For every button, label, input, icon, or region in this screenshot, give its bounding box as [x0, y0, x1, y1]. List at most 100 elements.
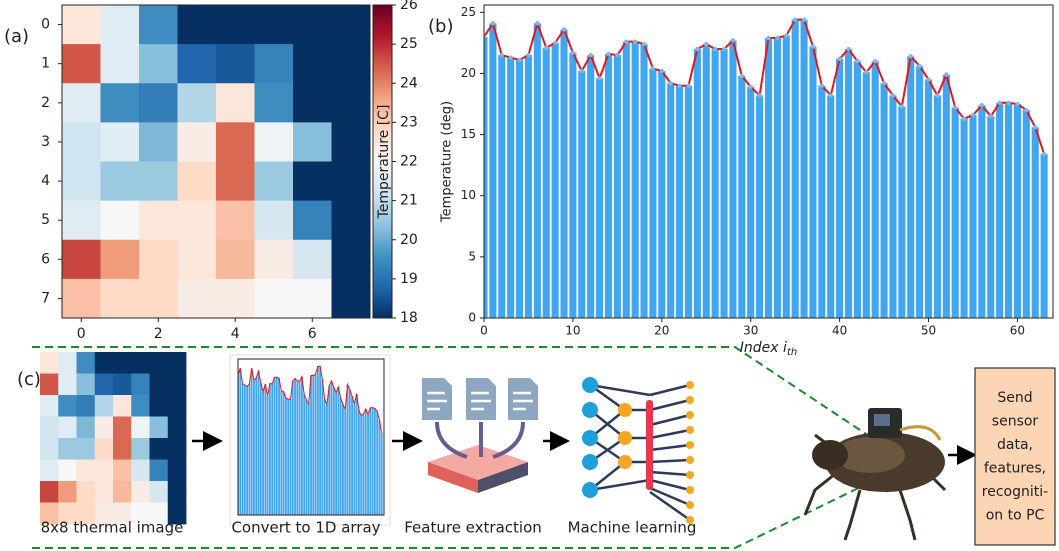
- bar: [344, 409, 347, 515]
- heatmap-cell: [254, 5, 294, 45]
- heatmap-cell: [254, 161, 294, 202]
- point: [890, 93, 896, 98]
- heatmap-cell: [131, 416, 150, 439]
- heatmap-cell: [177, 44, 217, 84]
- bar: [280, 390, 283, 515]
- bar: [278, 378, 280, 515]
- bar: [294, 378, 296, 515]
- bar: [323, 399, 326, 515]
- x-tick-label: 6: [308, 326, 317, 342]
- bar: [291, 380, 294, 515]
- bar: [764, 38, 773, 318]
- dashed-outline: [32, 346, 876, 549]
- bar: [978, 105, 986, 318]
- bar: [889, 95, 897, 318]
- bar: [524, 55, 533, 318]
- heatmap-cell: [149, 502, 169, 525]
- point: [739, 73, 745, 79]
- bar: [533, 23, 541, 318]
- point: [775, 35, 780, 41]
- heatmap-cell: [62, 278, 101, 319]
- heatmap-cell: [331, 278, 371, 319]
- heatmap-cell: [293, 239, 332, 280]
- bar: [353, 404, 356, 515]
- bar: [307, 404, 310, 515]
- x-tick-label: 0: [480, 324, 488, 338]
- bar: [498, 55, 506, 318]
- heatmap-cell: [58, 352, 77, 374]
- output-box-line: recogniti-: [982, 484, 1048, 500]
- bar: [924, 79, 933, 318]
- bar: [248, 383, 251, 515]
- heatmap-cell: [216, 5, 255, 45]
- heatmap-cell: [100, 161, 140, 202]
- heatmap-cell: [113, 416, 132, 439]
- heatmap-cell: [177, 200, 217, 241]
- panel-label: (c): [17, 369, 41, 390]
- bar: [613, 55, 621, 318]
- bar: [275, 377, 278, 515]
- bar: [569, 52, 577, 318]
- heatmap-cell: [40, 395, 59, 417]
- heatmap-cell: [62, 200, 101, 241]
- point: [872, 59, 878, 64]
- heatmap-cell: [167, 395, 187, 417]
- bar: [631, 41, 639, 318]
- heatmap-cell: [131, 352, 150, 374]
- bar: [253, 380, 255, 515]
- x-tick-label: 60: [1010, 324, 1025, 338]
- bar: [578, 71, 586, 318]
- point: [970, 112, 976, 118]
- bar: [367, 414, 369, 515]
- bar: [960, 118, 968, 318]
- colorbar-tick-label: 23: [400, 114, 418, 130]
- bar: [351, 396, 353, 515]
- bar: [255, 377, 258, 515]
- y-tick-label: 6: [41, 251, 50, 267]
- heatmap-cell: [94, 481, 114, 503]
- bar: [380, 433, 383, 515]
- heatmap-cell: [216, 83, 255, 123]
- bar: [376, 411, 379, 515]
- heatmap-cell: [139, 83, 178, 123]
- heatmap-cell: [293, 278, 332, 319]
- bar: [371, 407, 374, 515]
- output-box-line: data,: [997, 437, 1033, 453]
- bar: [310, 375, 312, 515]
- bar: [337, 387, 340, 515]
- point: [766, 35, 771, 41]
- heatmap-cell: [149, 481, 169, 503]
- heatmap-cell: [100, 200, 140, 241]
- bar: [942, 74, 950, 318]
- bar: [326, 404, 328, 515]
- heatmap-cell: [100, 239, 140, 280]
- bar: [676, 85, 684, 318]
- heatmap-cell: [331, 239, 371, 280]
- bar: [791, 19, 799, 318]
- point: [597, 76, 602, 81]
- heatmap-cell: [254, 122, 294, 162]
- heatmap-cell: [167, 459, 187, 482]
- bar: [330, 380, 333, 515]
- point: [864, 70, 869, 75]
- x-axis-label-main: Index i: [740, 340, 787, 356]
- heatmap-cell: [100, 122, 140, 162]
- bar: [282, 391, 285, 515]
- bar: [818, 85, 826, 318]
- point: [810, 44, 816, 49]
- point: [926, 77, 931, 82]
- heatmap-cell: [76, 352, 96, 374]
- heatmap-cell: [76, 373, 96, 396]
- point: [1041, 151, 1047, 157]
- bar: [507, 57, 515, 318]
- bar: [264, 383, 267, 515]
- point: [1024, 107, 1029, 113]
- beetle: [803, 408, 947, 541]
- bar: [640, 44, 648, 318]
- heatmap-cell: [331, 83, 371, 123]
- y-tick-label: 0: [468, 311, 476, 325]
- bar: [542, 47, 550, 318]
- point: [508, 55, 513, 60]
- step-label: Machine learning: [568, 519, 697, 537]
- heatmap-cell: [62, 161, 101, 202]
